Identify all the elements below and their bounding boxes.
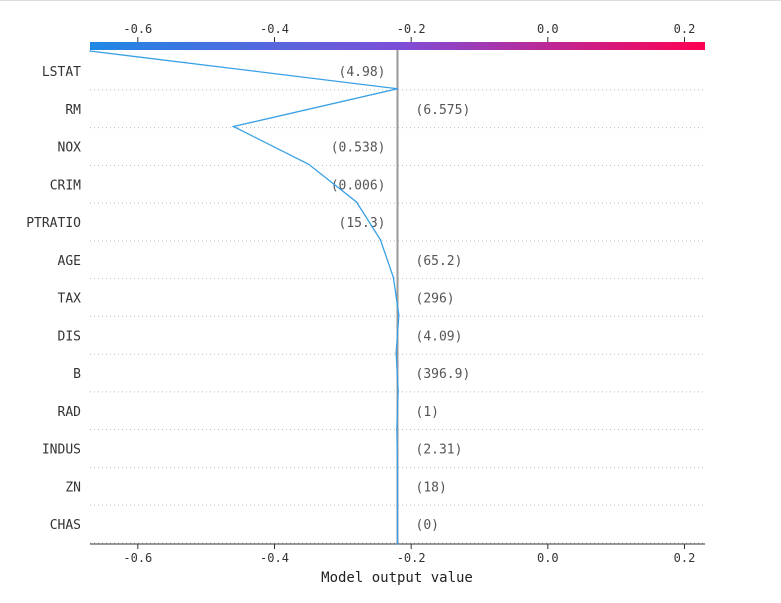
feature-value-label: (65.2) [416, 254, 463, 269]
decision-point [396, 427, 398, 430]
color-gradient-bar [90, 42, 705, 50]
x-tick-label-top: -0.4 [260, 22, 289, 36]
row-gridlines [90, 89, 705, 544]
decision-path [89, 50, 400, 545]
feature-value-label: (396.9) [416, 367, 471, 382]
x-tick-label-top: -0.6 [123, 22, 152, 36]
feature-label: LSTAT [42, 65, 81, 80]
feature-label: PTRATIO [26, 216, 81, 231]
decision-point [397, 389, 399, 392]
decision-point [395, 352, 397, 354]
x-tick-label-top: 0.0 [537, 22, 559, 36]
feature-label: DIS [58, 329, 81, 344]
feature-label: AGE [58, 254, 81, 269]
x-tick-label-bottom: -0.2 [397, 551, 426, 565]
decision-point [396, 543, 399, 545]
x-tick-label-bottom: -0.4 [260, 551, 289, 565]
feature-label: RAD [58, 405, 82, 420]
decision-point [398, 314, 400, 317]
decision-point [392, 276, 395, 279]
feature-label: B [73, 367, 81, 382]
feature-label: INDUS [42, 443, 81, 458]
decision-point [307, 163, 310, 166]
decision-point [396, 503, 399, 505]
feature-value-label: (0.538) [331, 141, 386, 156]
feature-label: ZN [65, 480, 81, 495]
feature-labels: LSTAT RM NOX CRIM PTRATIO AGE TAX DIS B RAD INDUS Z… [26, 65, 81, 533]
feature-value-label: (0.006) [331, 178, 386, 193]
feature-label: TAX [58, 292, 82, 307]
x-tick-label-bottom: -0.6 [123, 551, 152, 565]
x-tick-label-bottom: 0.0 [537, 551, 559, 565]
decision-point [379, 238, 382, 241]
feature-value-label: (296) [416, 292, 455, 307]
feature-label: CHAS [50, 518, 81, 533]
feature-label: NOX [58, 141, 82, 156]
feature-value-label: (15.3) [339, 216, 386, 231]
x-tick-label-top: 0.2 [674, 22, 696, 36]
decision-point [396, 465, 399, 468]
decision-point [232, 125, 235, 128]
feature-value-labels: (4.98) (6.575) (0.538) (0.006) (15.3) (65.2) (… [331, 65, 471, 533]
x-axis: -0.6 -0.6 -0.4 -0.4 -0.2 -0.2 0.0 0.0 0.2 0.2 [90, 22, 705, 565]
decision-point [396, 87, 399, 90]
feature-label: CRIM [50, 178, 81, 193]
decision-line [89, 50, 400, 544]
decision-point [355, 201, 358, 203]
x-tick-label-top: -0.2 [397, 22, 426, 36]
x-tick-label-bottom: 0.2 [674, 551, 696, 565]
feature-value-label: (6.575) [416, 103, 471, 118]
feature-value-label: (4.98) [339, 65, 386, 80]
feature-value-label: (2.31) [416, 443, 463, 458]
x-axis-label: Model output value [321, 570, 473, 586]
feature-value-label: (0) [416, 518, 439, 533]
decision-point [89, 50, 91, 52]
feature-label: RM [65, 103, 81, 118]
feature-value-label: (4.09) [416, 329, 463, 344]
feature-value-label: (18) [416, 480, 447, 495]
feature-value-label: (1) [416, 405, 439, 420]
